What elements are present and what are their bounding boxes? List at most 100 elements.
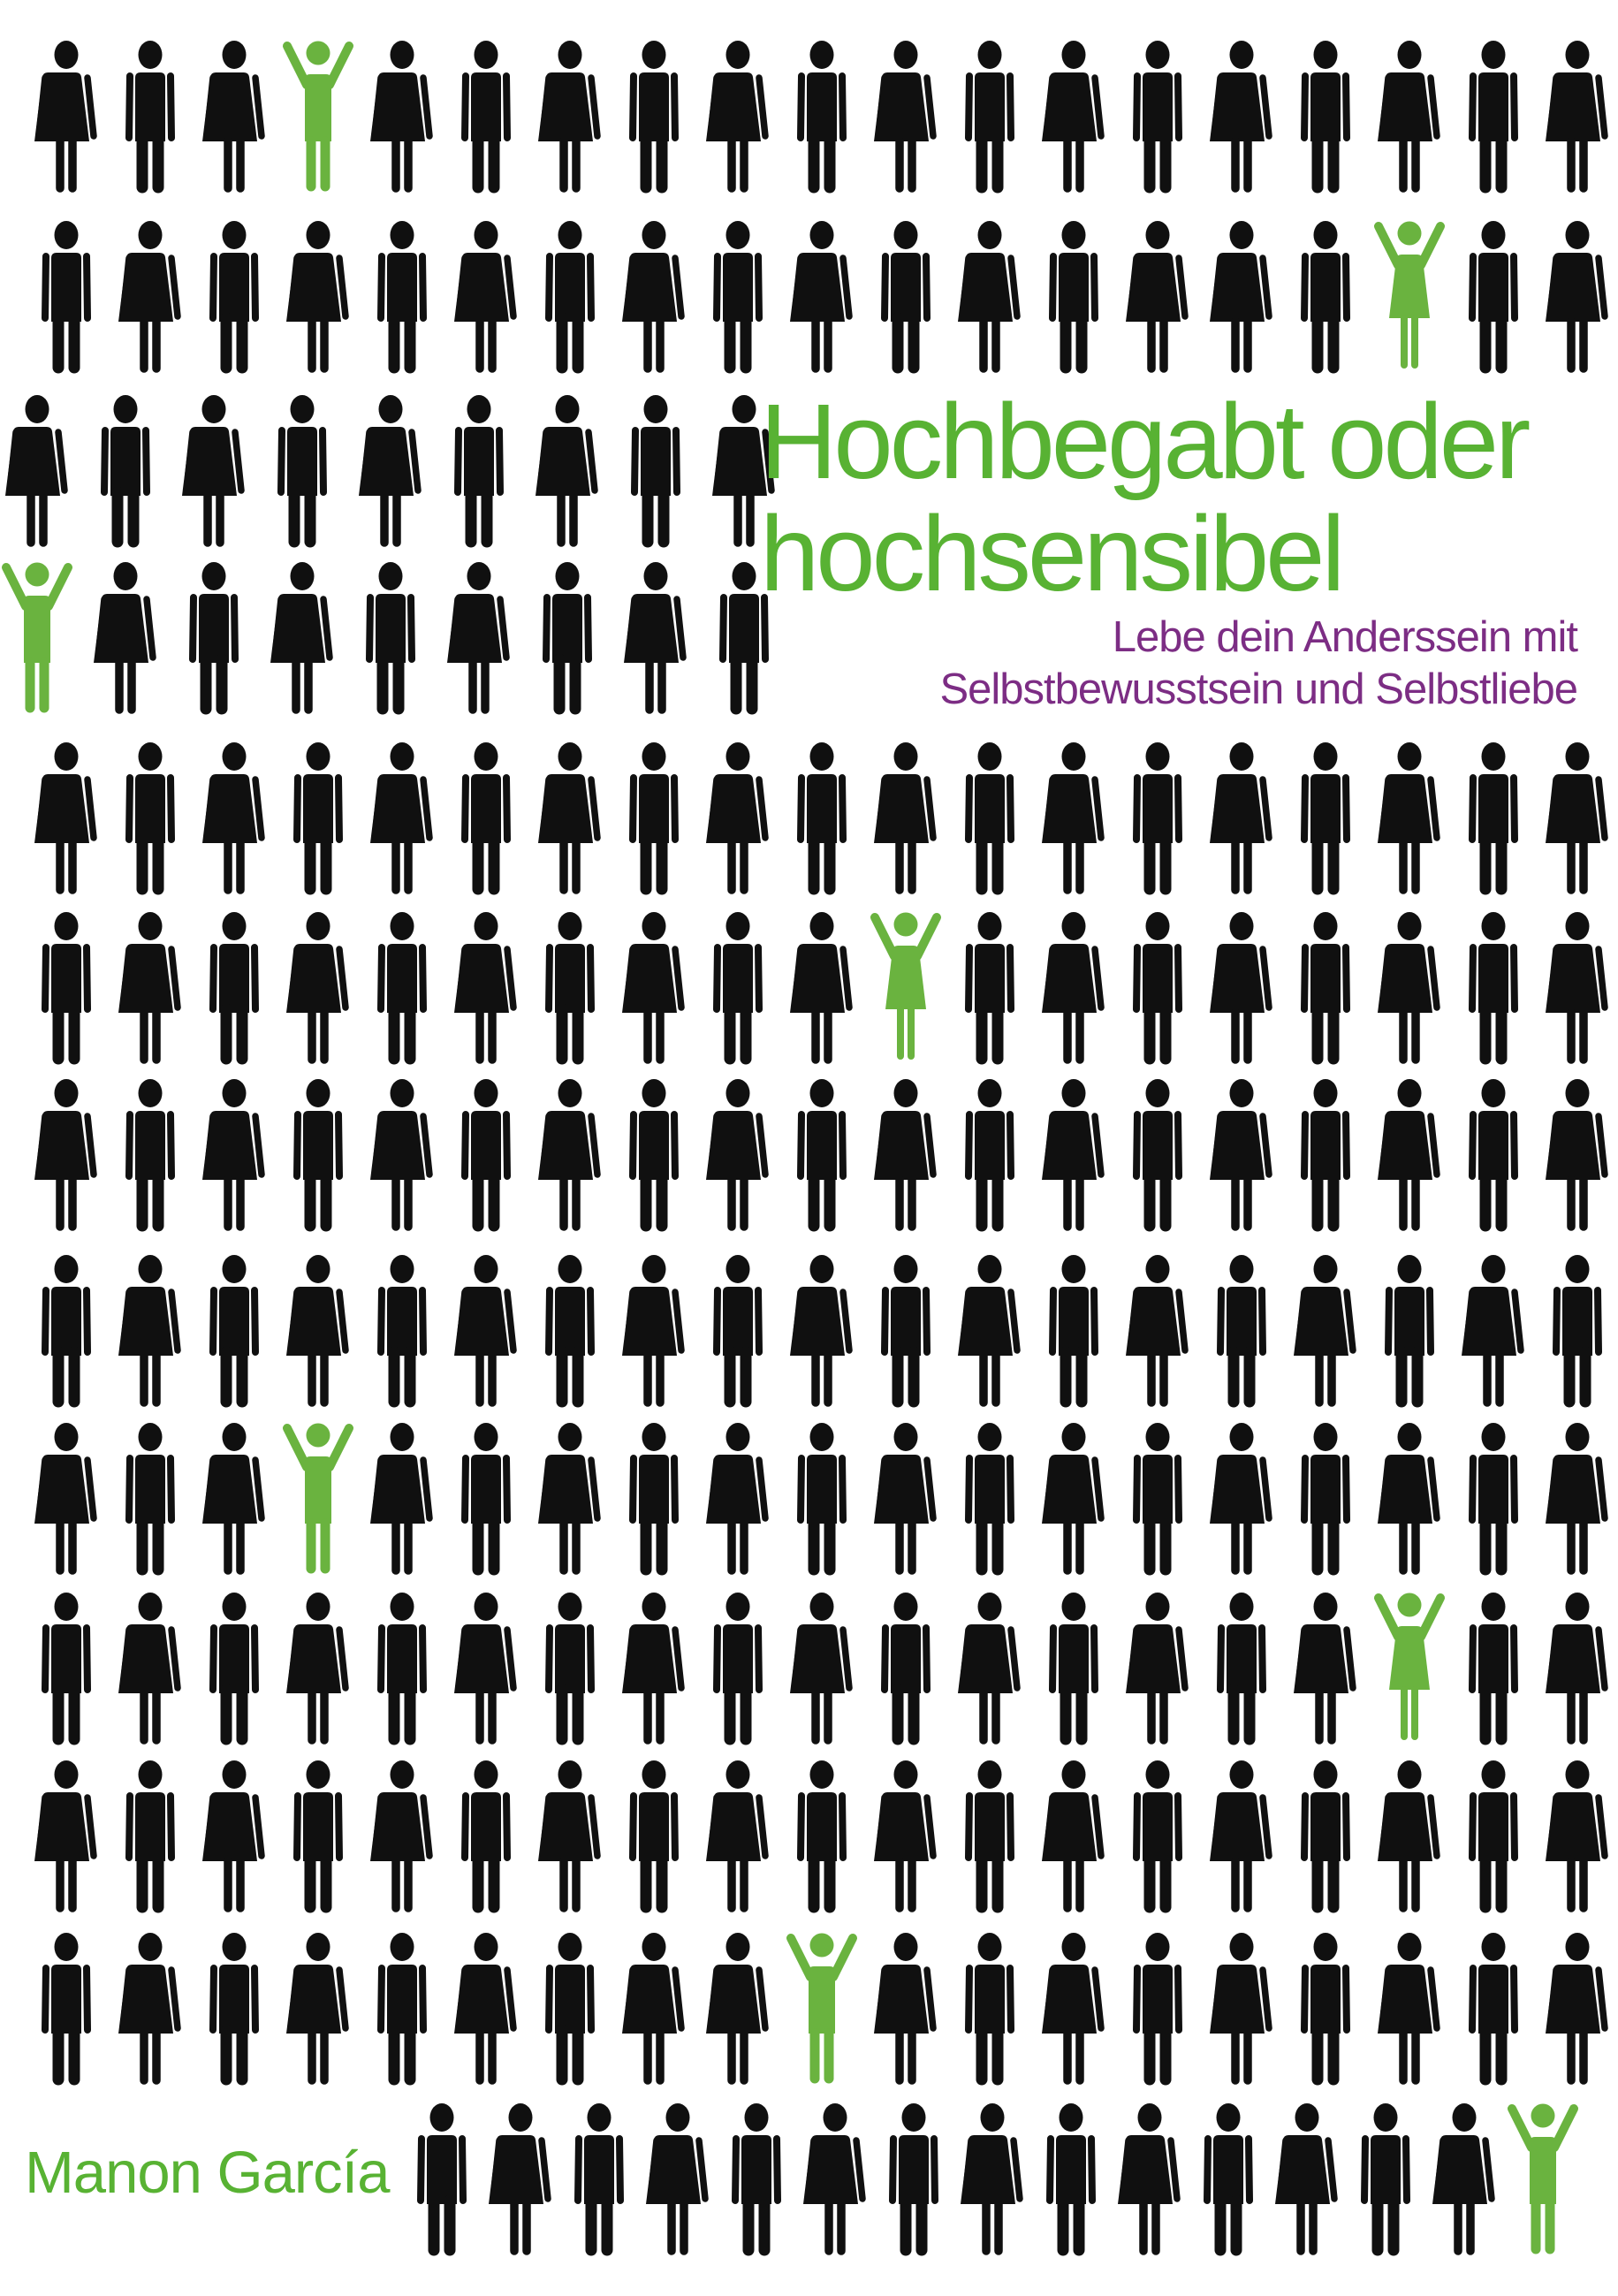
person-icon-male: [24, 1589, 109, 1748]
person-icon-male: [1451, 1757, 1536, 1916]
person-icon-male: [360, 217, 444, 376]
pictogram-row-1: [0, 37, 1618, 196]
person-icon-green-male-arms-up: [779, 1929, 864, 2088]
book-title-line1: Hochbegabt oder: [760, 381, 1531, 501]
person-icon-female: [779, 1589, 864, 1748]
person-icon-female: [1535, 1757, 1618, 1916]
person-icon-female: [695, 37, 780, 196]
person-icon-male: [1451, 1929, 1536, 2088]
person-icon-male: [714, 2100, 799, 2259]
person-icon-male: [1031, 1251, 1116, 1410]
person-icon-female: [260, 559, 345, 718]
person-icon-male: [1535, 1251, 1618, 1410]
person-icon-male: [276, 1757, 361, 1916]
person-icon-male: [1451, 1419, 1536, 1578]
person-icon-female: [695, 1076, 780, 1235]
person-icon-male: [1283, 909, 1368, 1068]
person-icon-female: [1115, 217, 1200, 376]
person-icon-male: [779, 1076, 864, 1235]
person-icon-male: [779, 739, 864, 898]
person-icon-male: [24, 1929, 109, 2088]
person-icon-male: [1199, 1589, 1284, 1748]
pictogram-row-7: [0, 1076, 1618, 1235]
person-icon-female: [24, 739, 109, 898]
person-icon-female: [1107, 2100, 1192, 2259]
person-icon-male: [1031, 217, 1116, 376]
person-icon-female: [1367, 739, 1452, 898]
person-icon-male: [276, 739, 361, 898]
person-icon-female: [635, 2100, 720, 2259]
person-icon-male: [1283, 739, 1368, 898]
person-icon-green-male-arms-up: [1500, 2100, 1585, 2259]
person-icon-female: [1535, 217, 1618, 376]
person-icon-male: [779, 1419, 864, 1578]
person-icon-male: [192, 1929, 277, 2088]
pictogram-row-5: [0, 739, 1618, 898]
person-icon-female: [779, 217, 864, 376]
person-icon-female: [276, 1251, 361, 1410]
person-icon-female: [950, 2100, 1035, 2259]
person-icon-female: [1199, 909, 1284, 1068]
person-icon-female: [1115, 1589, 1200, 1748]
person-icon-male: [83, 392, 168, 551]
person-icon-female: [444, 1251, 528, 1410]
person-icon-male: [947, 1929, 1032, 2088]
person-icon-green-male-arms-up: [0, 559, 80, 718]
person-icon-female: [611, 1929, 696, 2088]
person-icon-male: [1115, 1929, 1200, 2088]
person-icon-female: [1535, 1076, 1618, 1235]
person-icon-male: [108, 1757, 193, 1916]
person-icon-female: [360, 1757, 444, 1916]
person-icon-male: [1451, 739, 1536, 898]
person-icon-female: [1283, 1589, 1368, 1748]
person-icon-female: [1451, 1251, 1536, 1410]
person-icon-male: [108, 739, 193, 898]
person-icon-male: [695, 909, 780, 1068]
person-icon-female: [192, 1076, 277, 1235]
person-icon-female: [1115, 1251, 1200, 1410]
person-icon-male: [611, 37, 696, 196]
person-icon-male: [24, 217, 109, 376]
person-icon-female: [24, 1419, 109, 1578]
person-icon-female: [863, 1076, 948, 1235]
person-icon-male: [1115, 909, 1200, 1068]
person-icon-female: [611, 1251, 696, 1410]
person-icon-female: [1367, 1076, 1452, 1235]
person-icon-male: [1283, 1757, 1368, 1916]
person-icon-female: [192, 1757, 277, 1916]
person-icon-female: [276, 1929, 361, 2088]
person-icon-female: [863, 1757, 948, 1916]
person-icon-female: [444, 217, 528, 376]
person-icon-female: [1199, 37, 1284, 196]
person-icon-male: [1283, 217, 1368, 376]
person-icon-male: [1451, 1589, 1536, 1748]
person-icon-female: [1535, 739, 1618, 898]
person-icon-female: [171, 392, 256, 551]
person-icon-male: [192, 1251, 277, 1410]
person-icon-male: [444, 1076, 528, 1235]
pictogram-row-6: [0, 909, 1618, 1068]
person-icon-female: [1031, 909, 1116, 1068]
person-icon-male: [871, 2100, 956, 2259]
person-icon-male: [1029, 2100, 1113, 2259]
person-icon-female: [478, 2100, 563, 2259]
person-icon-female: [1535, 1929, 1618, 2088]
person-icon-male: [947, 739, 1032, 898]
person-icon-green-male-arms-up: [276, 37, 361, 196]
person-icon-male: [24, 1251, 109, 1410]
person-icon-male: [1451, 1076, 1536, 1235]
book-subtitle-line2: Selbstbewusstsein und Selbstliebe: [939, 665, 1578, 713]
person-icon-male: [276, 1076, 361, 1235]
person-icon-female: [947, 217, 1032, 376]
person-icon-female: [525, 392, 610, 551]
person-icon-female: [24, 1757, 109, 1916]
person-icon-female: [0, 392, 80, 551]
person-icon-male: [947, 1757, 1032, 1916]
person-icon-female: [1031, 1757, 1116, 1916]
person-icon-female: [1422, 2100, 1507, 2259]
person-icon-male: [399, 2100, 484, 2259]
person-icon-female: [793, 2100, 877, 2259]
person-icon-female: [611, 1589, 696, 1748]
person-icon-female: [1199, 1419, 1284, 1578]
